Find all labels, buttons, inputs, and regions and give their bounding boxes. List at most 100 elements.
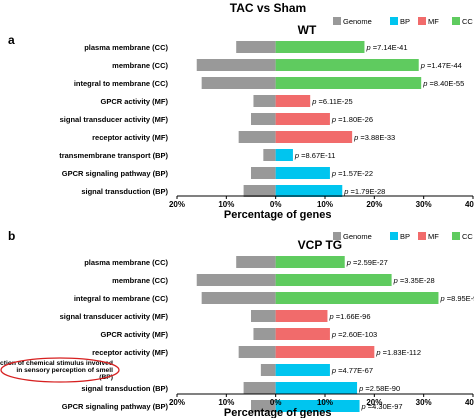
p-value-text: =2.58E-90 [363,384,400,393]
x-tick-label: 20% [169,200,185,209]
p-value-text: =4.30E-97 [366,402,403,411]
category-label: receptor activity (MF) [92,348,168,357]
p-value-label: p =8.40E-55 [422,79,464,88]
p-value-symbol: p [343,187,348,196]
legend-label-mf: MF [428,232,439,241]
genome-bar [238,346,276,358]
category-label: transmembrane transport (BP) [59,151,168,160]
bar-mf [275,328,330,340]
p-value-symbol: p [331,169,336,178]
bar-bp [275,382,358,394]
p-value-text: =8.40E-55 [427,79,464,88]
genome-bar [251,400,276,412]
bar-mf [275,113,330,125]
genome-bar [201,292,276,304]
p-value-symbol: p [331,115,336,124]
bar-cc [275,274,392,286]
bar-cc [275,77,422,89]
bar-mf [275,95,311,107]
p-value-label: p =2.59E-27 [346,258,388,267]
legend-label-bp: BP [400,17,410,26]
legend-label-bp: BP [400,232,410,241]
p-value-text: =4.77E-67 [336,366,373,375]
legend-swatch-genome [333,232,341,240]
legend-label-cc: CC [462,17,473,26]
genome-bar [251,310,276,322]
category-label: integral to membrane (CC) [74,294,169,303]
x-tick-label: 40% [465,200,474,209]
legend-label-cc: CC [462,232,473,241]
x-tick-label: 40% [465,398,474,407]
legend-label-mf: MF [428,17,439,26]
p-value-symbol: p [294,151,299,160]
bar-cc [275,59,419,71]
p-value-text: =1.80E-26 [336,115,373,124]
x-tick-label: 10% [317,200,333,209]
bar-mf [275,310,328,322]
panel-title: WT [298,23,317,37]
p-value-symbol: p [375,348,380,357]
bar-cc [275,256,345,268]
category-label: plasma membrane (CC) [84,258,168,267]
x-tick-label: 20% [366,200,382,209]
p-value-symbol: p [393,276,398,285]
p-value-symbol: p [331,366,336,375]
category-label: receptor activity (MF) [92,133,168,142]
p-value-label: p =3.35E-28 [393,276,435,285]
p-value-label: p =8.95E-94 [439,294,474,303]
legend-label-genome: Genome [343,17,372,26]
p-value-text: =1.47E-44 [425,61,462,70]
category-label: signal transducer activity (MF) [60,312,169,321]
category-label: GPCR activity (MF) [100,97,168,106]
legend-swatch-cc [452,232,460,240]
p-value-text: =3.88E-33 [358,133,395,142]
legend-swatch-genome [333,17,341,25]
bar-mf [275,131,353,143]
panel-a: a WT Genome BP MF CC p =7.14E-41 plasma membran… [8,17,474,221]
p-value-label: p =1.57E-22 [331,169,373,178]
p-value-label: p =1.83E-112 [375,348,421,357]
p-value-symbol: p [328,312,333,321]
bar-cc [275,292,439,304]
genome-bar [251,113,276,125]
category-label: membrane (CC) [112,276,168,285]
p-value-symbol: p [353,133,358,142]
figure-title: TAC vs Sham [230,1,306,15]
genome-bar [196,59,276,71]
p-value-label: p =1.66E-96 [328,312,370,321]
genome-bar [253,95,276,107]
category-label-line: detection of chemical stimulus involved [0,360,113,367]
x-tick-label: 30% [416,398,432,407]
p-value-symbol: p [331,330,336,339]
x-tick-label: 20% [169,398,185,407]
p-value-label: p =6.11E-25 [311,97,353,106]
p-value-text: =1.66E-96 [334,312,371,321]
highlight-ellipse [0,357,120,383]
x-tick-label: 20% [366,398,382,407]
p-value-text: =2.59E-27 [351,258,388,267]
p-value-symbol: p [358,384,363,393]
p-value-label: p =4.77E-67 [331,366,373,375]
bar-bp [275,167,330,179]
genome-bar [236,41,276,53]
legend-swatch-bp [390,17,398,25]
category-label: plasma membrane (CC) [84,43,168,52]
p-value-text: =7.14E-41 [371,43,408,52]
bar-bp [275,400,360,412]
p-value-text: =1.83E-112 [381,348,422,357]
p-value-text: =3.35E-28 [398,276,435,285]
x-tick-label: 10% [218,398,234,407]
genome-bar [260,364,276,376]
p-value-label: p =2.60E-103 [331,330,377,339]
legend-swatch-cc [452,17,460,25]
p-value-label: p =4.30E-97 [361,402,403,411]
genome-bar [243,185,276,197]
genome-bar [236,256,276,268]
p-value-symbol: p [311,97,316,106]
p-value-label: p =1.47E-44 [420,61,462,70]
legend-swatch-mf [418,17,426,25]
p-value-symbol: p [361,402,366,411]
p-value-symbol: p [422,79,427,88]
genome-bar [201,77,276,89]
